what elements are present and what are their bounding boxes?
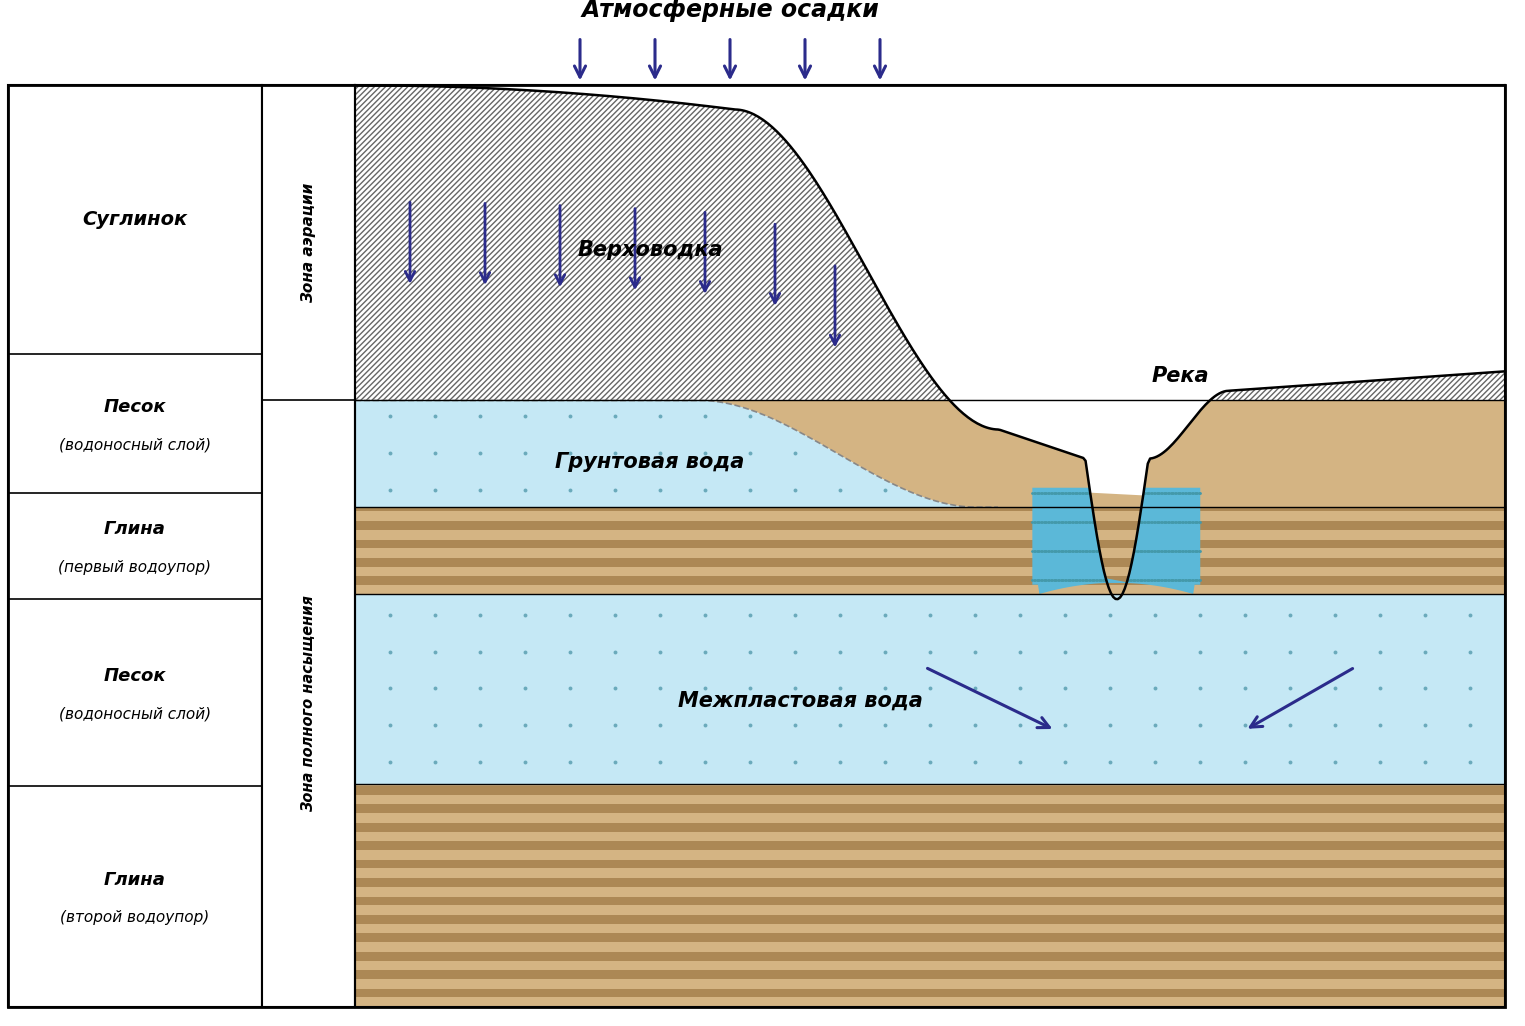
- Text: Песок: Песок: [104, 398, 166, 417]
- Text: Грунтовая вода: Грунтовая вода: [555, 451, 744, 472]
- Text: Зона аэрации: Зона аэрации: [300, 183, 316, 303]
- Text: Зона полного насыщения: Зона полного насыщения: [300, 595, 316, 812]
- Polygon shape: [355, 400, 1505, 507]
- Text: Песок: Песок: [104, 667, 166, 684]
- Text: (водоносный слой): (водоносный слой): [59, 437, 210, 452]
- Text: Верховодка: Верховодка: [576, 240, 723, 261]
- Text: Глина: Глина: [104, 871, 166, 889]
- Bar: [8, 85, 262, 1007]
- Text: Река: Река: [1151, 366, 1209, 386]
- Bar: [262, 85, 355, 1007]
- Bar: [355, 784, 1505, 1007]
- Text: (водоносный слой): (водоносный слой): [59, 706, 210, 721]
- Bar: [355, 507, 1505, 594]
- Polygon shape: [355, 85, 1505, 400]
- Text: Глина: Глина: [104, 520, 166, 539]
- Text: Атмосферные осадки: Атмосферные осадки: [581, 0, 878, 23]
- Text: (первый водоупор): (первый водоупор): [58, 560, 212, 575]
- Polygon shape: [1032, 487, 1200, 594]
- Bar: [355, 594, 1505, 784]
- Polygon shape: [355, 85, 1505, 507]
- Text: Суглинок: Суглинок: [82, 210, 188, 229]
- Text: Межпластовая вода: Межпластовая вода: [677, 692, 923, 711]
- Text: (второй водоупор): (второй водоупор): [61, 910, 209, 925]
